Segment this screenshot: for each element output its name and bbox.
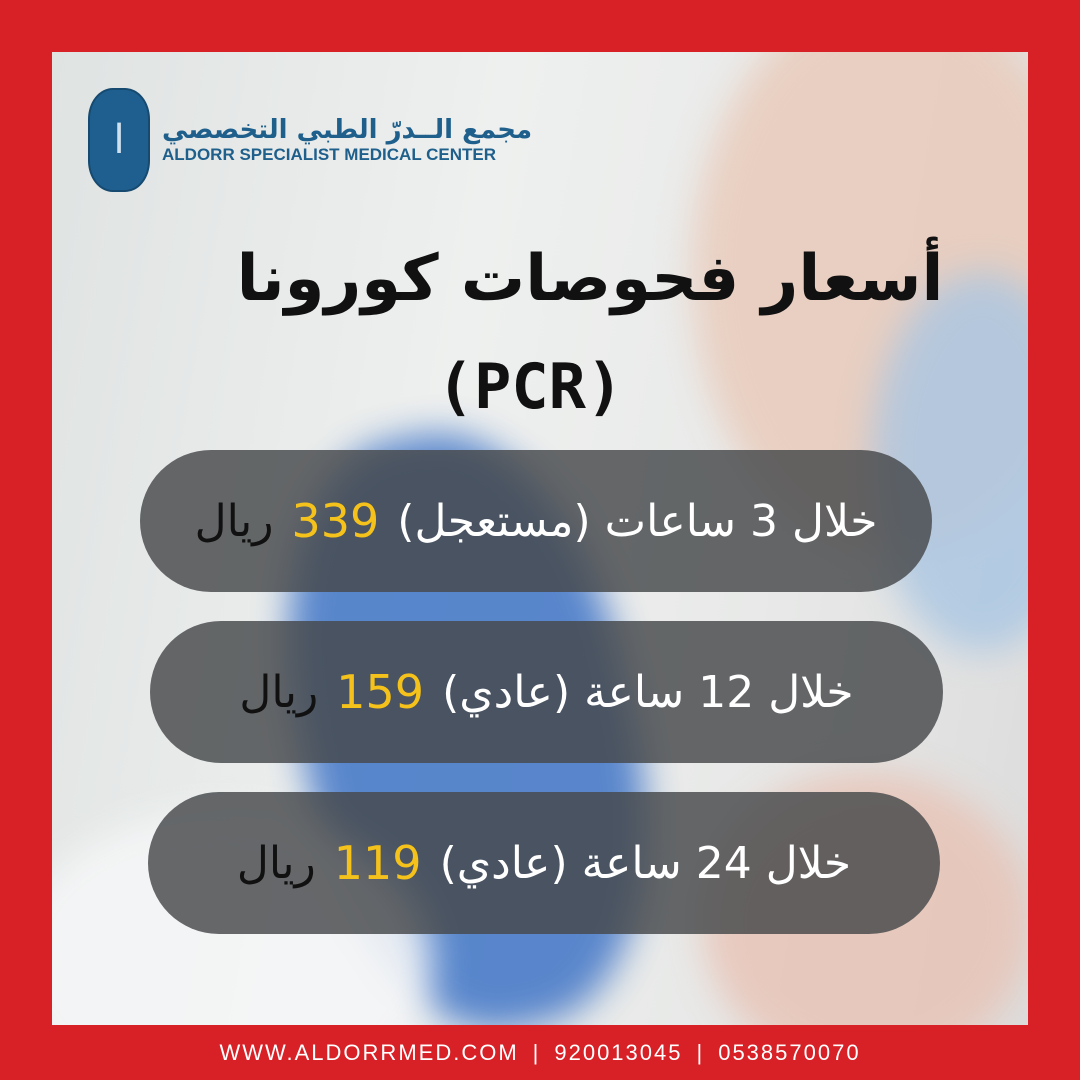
price-row-label: خلال 12 ساعة (عادي) [442, 666, 854, 718]
price-row: خلال 12 ساعة (عادي) 159 ريال [150, 621, 943, 763]
price-currency: ريال [236, 837, 316, 889]
mobile-number[interactable]: 0538570070 [718, 1040, 861, 1065]
logo-emblem-icon: ا [88, 88, 150, 192]
price-currency: ريال [239, 666, 319, 718]
price-row: خلال 3 ساعات (مستعجل) 339 ريال [140, 450, 932, 592]
brand-name-english: ALDORR SPECIALIST MEDICAL CENTER [162, 145, 497, 164]
website-link[interactable]: WWW.ALDORRMED.COM [219, 1040, 519, 1065]
footer-contact: WWW.ALDORRMED.COM | 920013045 | 0538570070 [0, 1040, 1080, 1066]
phone-number[interactable]: 920013045 [554, 1040, 683, 1065]
price-value: 339 [291, 494, 380, 548]
separator: | [532, 1040, 541, 1065]
price-value: 159 [336, 665, 425, 719]
logo: ا مجمع الــدرّ الطبي التخصصي ALDORR SPEC… [88, 88, 532, 192]
price-currency: ريال [194, 495, 274, 547]
brand-name-arabic: مجمع الــدرّ الطبي التخصصي [162, 115, 533, 145]
headline: أسعار فحوصات كورونا [236, 242, 944, 316]
price-row-label: خلال 24 ساعة (عادي) [439, 837, 852, 889]
price-value: 119 [333, 836, 422, 890]
headline-pcr: (PCR) [436, 350, 624, 423]
separator: | [696, 1040, 705, 1065]
price-row-label: خلال 3 ساعات (مستعجل) [397, 495, 878, 547]
price-row: خلال 24 ساعة (عادي) 119 ريال [148, 792, 940, 934]
